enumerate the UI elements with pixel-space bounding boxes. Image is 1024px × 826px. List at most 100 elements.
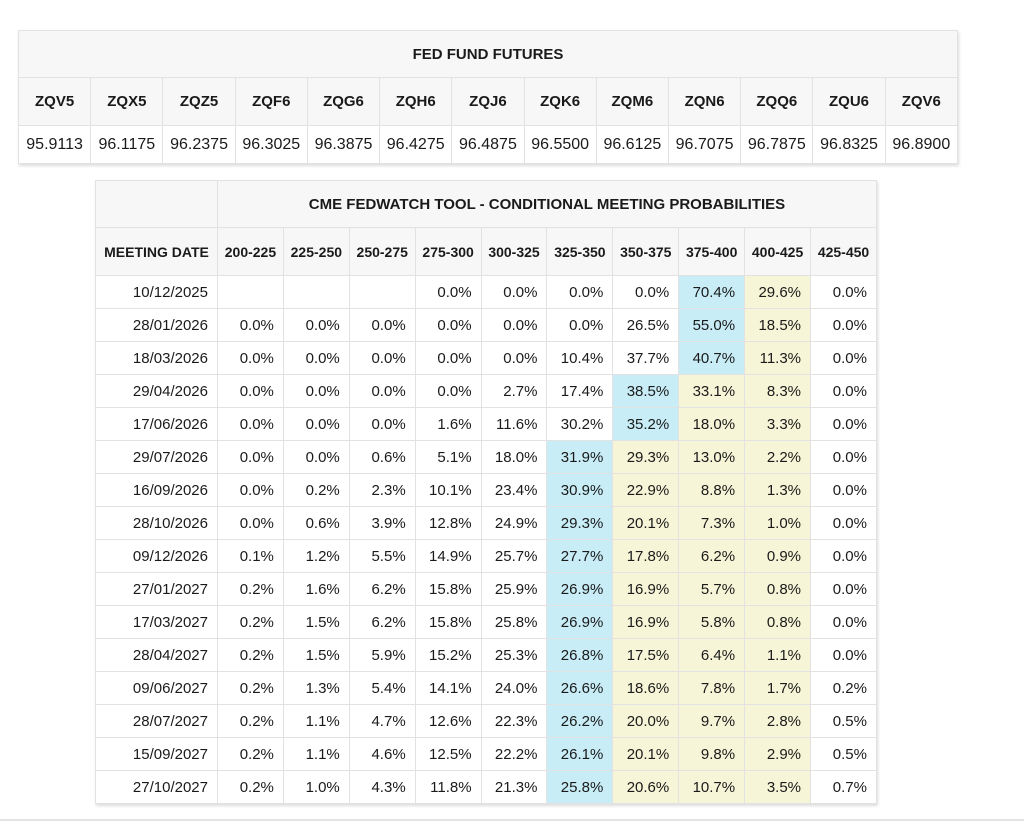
probability-cell: 5.8% — [678, 605, 746, 639]
probability-cell: 1.7% — [744, 671, 812, 705]
probability-cell: 2.7% — [480, 374, 548, 408]
futures-price-cell: 96.2375 — [162, 125, 236, 164]
probability-cell: 4.3% — [348, 770, 416, 804]
rate-range-header: 375-400 — [678, 227, 746, 276]
probability-cell: 0.0% — [348, 407, 416, 441]
meeting-date-header: MEETING DATE — [95, 227, 218, 276]
probability-cell: 3.9% — [348, 506, 416, 540]
probability-cell: 10.4% — [546, 341, 614, 375]
table-row: 28/10/2026 0.0% 0.6% 3.9% 12.8% 24.9% 29.3% 20.… — [95, 506, 877, 540]
probability-cell: 22.2% — [480, 737, 548, 771]
probability-cell: 0.5% — [810, 737, 877, 771]
table-row: 28/07/2027 0.2% 1.1% 4.7% 12.6% 22.3% 26.2% 20.… — [95, 704, 877, 738]
probability-cell: 1.3% — [282, 671, 350, 705]
probability-cell: 14.1% — [414, 671, 482, 705]
probability-cell: 37.7% — [612, 341, 680, 375]
probability-cell: 0.0% — [546, 275, 614, 309]
probability-cell: 0.9% — [744, 539, 812, 573]
probability-cell: 4.7% — [348, 704, 416, 738]
probability-cell: 12.5% — [414, 737, 482, 771]
probability-cell: 6.2% — [348, 605, 416, 639]
fedwatch-corner-cell — [95, 180, 218, 228]
probability-cell: 12.8% — [414, 506, 482, 540]
probability-cell: 26.6% — [546, 671, 614, 705]
probability-cell: 1.6% — [282, 572, 350, 606]
rate-range-header: 325-350 — [546, 227, 614, 276]
probability-cell: 0.0% — [480, 308, 548, 342]
probability-cell: 15.2% — [414, 638, 482, 672]
table-row: 17/06/2026 0.0% 0.0% 0.0% 1.6% 11.6% 30.2% 35.2… — [95, 407, 877, 441]
rate-range-header: 275-300 — [414, 227, 482, 276]
fedwatch-table-title: CME FEDWATCH TOOL - CONDITIONAL MEETING … — [217, 180, 877, 228]
probability-cell: 24.0% — [480, 671, 548, 705]
probability-cell: 40.7% — [678, 341, 746, 375]
probability-cell: 31.9% — [546, 440, 614, 474]
futures-symbol-header: ZQM6 — [595, 77, 669, 126]
probability-cell — [282, 275, 350, 309]
probability-cell: 0.0% — [810, 605, 877, 639]
probability-cell: 11.6% — [480, 407, 548, 441]
meeting-date-cell: 17/03/2027 — [95, 605, 218, 639]
probability-cell: 26.1% — [546, 737, 614, 771]
probability-cell: 27.7% — [546, 539, 614, 573]
probability-cell: 0.2% — [217, 671, 284, 705]
probability-cell: 0.0% — [414, 308, 482, 342]
table-row: 29/07/2026 0.0% 0.0% 0.6% 5.1% 18.0% 31.9% 29.3… — [95, 440, 877, 474]
table-row: 28/01/2026 0.0% 0.0% 0.0% 0.0% 0.0% 0.0% 26.5% 5… — [95, 308, 877, 342]
meeting-date-cell: 29/04/2026 — [95, 374, 218, 408]
futures-symbol-header: ZQX5 — [90, 77, 164, 126]
futures-price-cell: 96.1175 — [90, 125, 164, 164]
table-row: 16/09/2026 0.0% 0.2% 2.3% 10.1% 23.4% 30.9% 22.… — [95, 473, 877, 507]
probability-cell: 2.9% — [744, 737, 812, 771]
fedwatch-title-row: CME FEDWATCH TOOL - CONDITIONAL MEETING … — [95, 180, 877, 228]
probability-cell: 15.8% — [414, 572, 482, 606]
probability-cell: 9.7% — [678, 704, 746, 738]
futures-symbol-header: ZQH6 — [379, 77, 453, 126]
table-row: 27/01/2027 0.2% 1.6% 6.2% 15.8% 25.9% 26.9% 16.… — [95, 572, 877, 606]
rate-range-header: 250-275 — [348, 227, 416, 276]
table-row: 09/12/2026 0.1% 1.2% 5.5% 14.9% 25.7% 27.7% 17.… — [95, 539, 877, 573]
probability-cell: 5.9% — [348, 638, 416, 672]
futures-symbol-header: ZQQ6 — [740, 77, 814, 126]
probability-cell: 0.0% — [217, 341, 284, 375]
rate-range-header: 425-450 — [810, 227, 877, 276]
probability-cell: 4.6% — [348, 737, 416, 771]
probability-cell: 0.2% — [217, 572, 284, 606]
fedwatch-probabilities-table: CME FEDWATCH TOOL - CONDITIONAL MEETING … — [95, 180, 877, 804]
probability-cell: 3.3% — [744, 407, 812, 441]
probability-cell: 0.2% — [217, 605, 284, 639]
probability-cell: 1.3% — [744, 473, 812, 507]
probability-cell: 18.0% — [480, 440, 548, 474]
probability-cell: 26.2% — [546, 704, 614, 738]
probability-cell: 29.3% — [546, 506, 614, 540]
futures-symbols-row: ZQV5 ZQX5 ZQZ5 ZQF6 ZQG6 ZQH6 ZQJ6 ZQK6 ZQM6 ZQN6… — [17, 77, 959, 126]
probability-cell: 2.2% — [744, 440, 812, 474]
probability-cell: 9.8% — [678, 737, 746, 771]
probability-cell: 6.2% — [348, 572, 416, 606]
probability-cell: 6.2% — [678, 539, 746, 573]
probability-cell: 13.0% — [678, 440, 746, 474]
futures-symbol-header: ZQK6 — [523, 77, 597, 126]
probability-cell: 1.0% — [282, 770, 350, 804]
probability-cell: 2.8% — [744, 704, 812, 738]
fedwatch-header-row: MEETING DATE 200-225 225-250 250-275 275-30… — [95, 227, 877, 276]
probability-cell: 1.0% — [744, 506, 812, 540]
probability-cell: 0.0% — [414, 341, 482, 375]
probability-cell: 0.0% — [810, 506, 877, 540]
probability-cell: 22.3% — [480, 704, 548, 738]
probability-cell: 18.6% — [612, 671, 680, 705]
meeting-date-cell: 28/04/2027 — [95, 638, 218, 672]
meeting-date-cell: 28/10/2026 — [95, 506, 218, 540]
probability-cell: 25.9% — [480, 572, 548, 606]
table-row: 09/06/2027 0.2% 1.3% 5.4% 14.1% 24.0% 26.6% 18.… — [95, 671, 877, 705]
probability-cell: 25.7% — [480, 539, 548, 573]
meeting-date-cell: 09/06/2027 — [95, 671, 218, 705]
meeting-date-cell: 18/03/2026 — [95, 341, 218, 375]
probability-cell: 5.5% — [348, 539, 416, 573]
probability-cell: 29.3% — [612, 440, 680, 474]
futures-symbol-header: ZQU6 — [812, 77, 886, 126]
bottom-divider — [0, 819, 1024, 821]
futures-price-cell: 96.4275 — [379, 125, 453, 164]
meeting-date-cell: 10/12/2025 — [95, 275, 218, 309]
probability-cell: 0.0% — [282, 407, 350, 441]
